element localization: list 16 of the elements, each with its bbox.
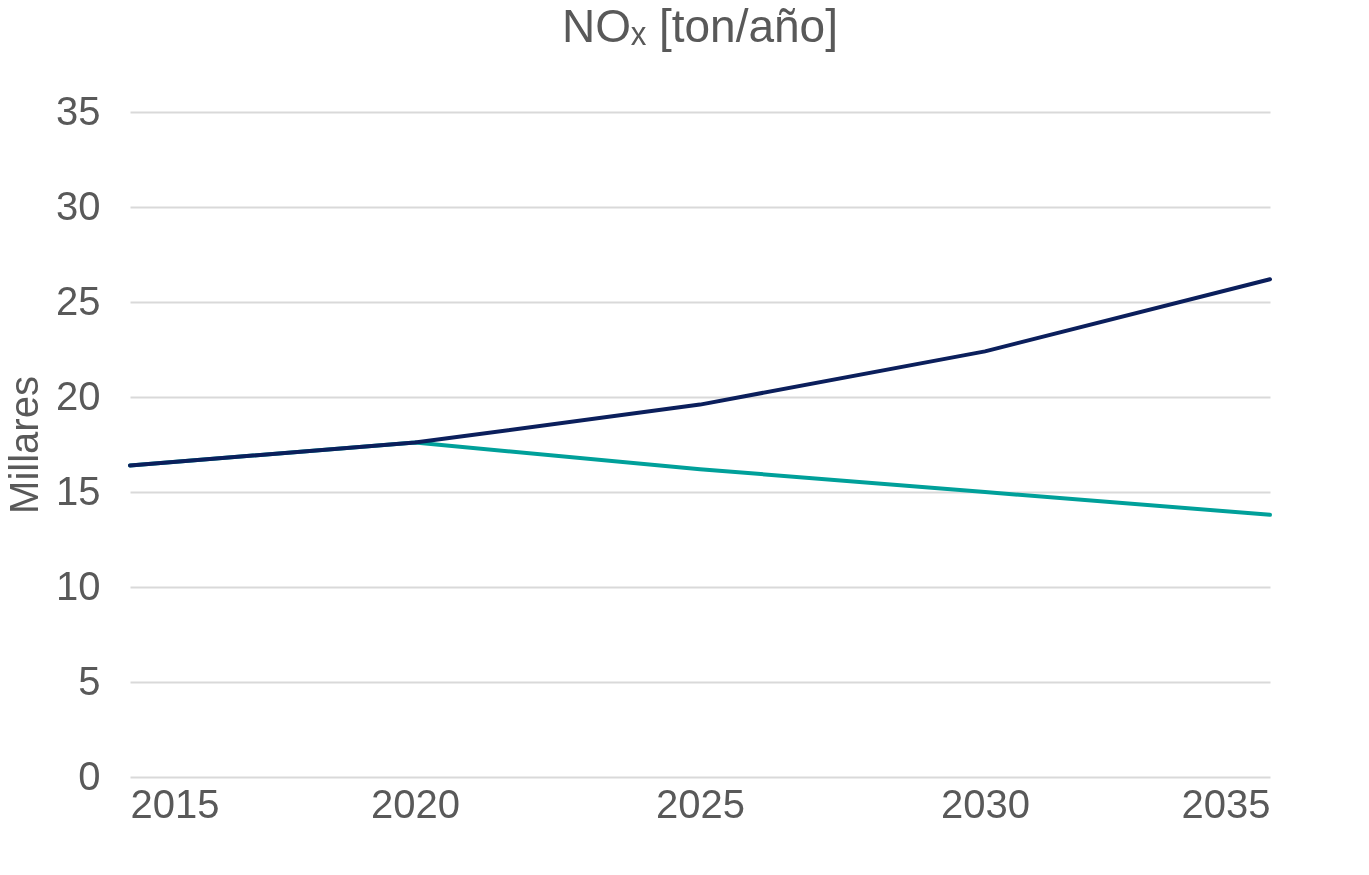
x-tick-label: 2035 <box>1181 781 1271 826</box>
chart-title: NOₓ [ton/año] <box>562 0 838 52</box>
y-tick-label: 20 <box>56 373 101 418</box>
line-series <box>128 277 1272 468</box>
x-tick-label: 2030 <box>941 781 1030 826</box>
x-tick-label: 2025 <box>656 781 745 826</box>
y-tick-label: 10 <box>56 563 101 608</box>
y-tick-label: 0 <box>78 753 101 798</box>
y-tick-label: 35 <box>56 88 101 133</box>
x-tick-label: 2020 <box>371 781 460 826</box>
y-tick-label: 25 <box>56 278 101 323</box>
y-axis-title: Millares <box>2 376 47 514</box>
x-tick-label: 2015 <box>130 781 220 826</box>
y-tick-label: 5 <box>78 658 101 703</box>
y-tick-label: 30 <box>56 183 101 228</box>
y-tick-label: 15 <box>56 468 101 513</box>
